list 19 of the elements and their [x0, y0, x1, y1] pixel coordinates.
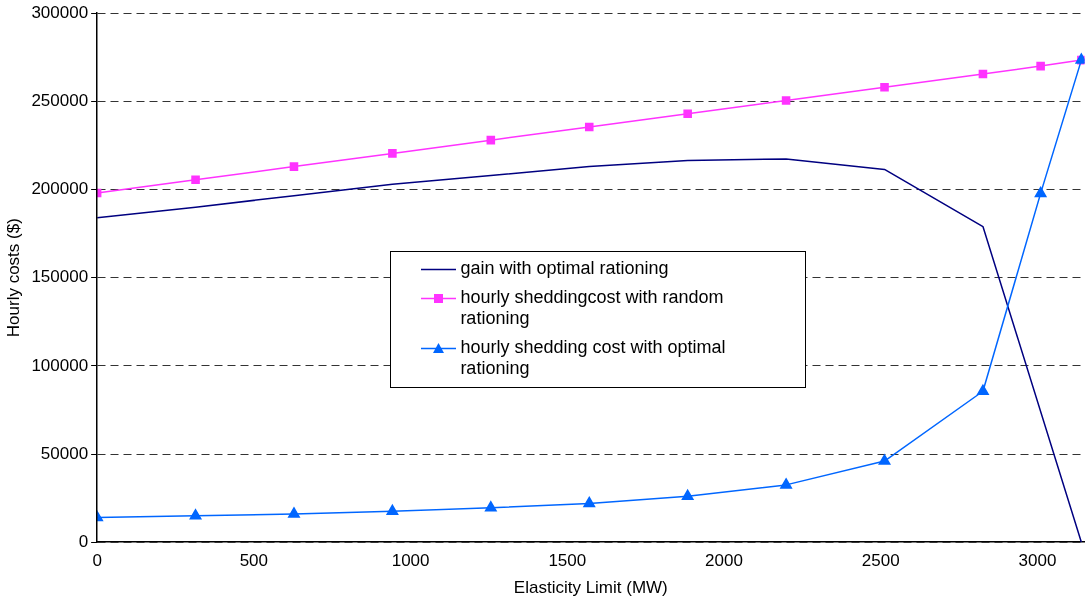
y-tick-label: 150000 — [31, 267, 89, 287]
legend-label: gain with optimal rationing — [460, 258, 669, 280]
x-tick-label: 500 — [239, 551, 269, 571]
y-tick-label: 200000 — [31, 179, 89, 199]
y-axis-title: Hourly costs ($) — [3, 218, 23, 338]
y-tick-label: 0 — [78, 531, 89, 551]
y-tick-label: 50000 — [40, 443, 89, 463]
x-tick-label: 0 — [92, 551, 102, 571]
x-tick-label: 1000 — [391, 551, 430, 571]
x-tick-label: 2000 — [705, 551, 743, 571]
y-tick-label: 250000 — [31, 91, 89, 111]
x-tick-label: 2500 — [861, 551, 900, 571]
x-tick-label: 3000 — [1018, 551, 1057, 571]
legend-label: hourly sheddingcost with random rationing — [460, 287, 725, 330]
y-tick-label: 100000 — [31, 355, 89, 375]
y-tick-label: 300000 — [31, 2, 89, 22]
x-axis-title: Elasticity Limit (MW) — [513, 578, 668, 598]
legend-label: hourly shedding cost with optimal rationing — [460, 337, 727, 380]
x-tick-label: 1500 — [548, 551, 587, 571]
